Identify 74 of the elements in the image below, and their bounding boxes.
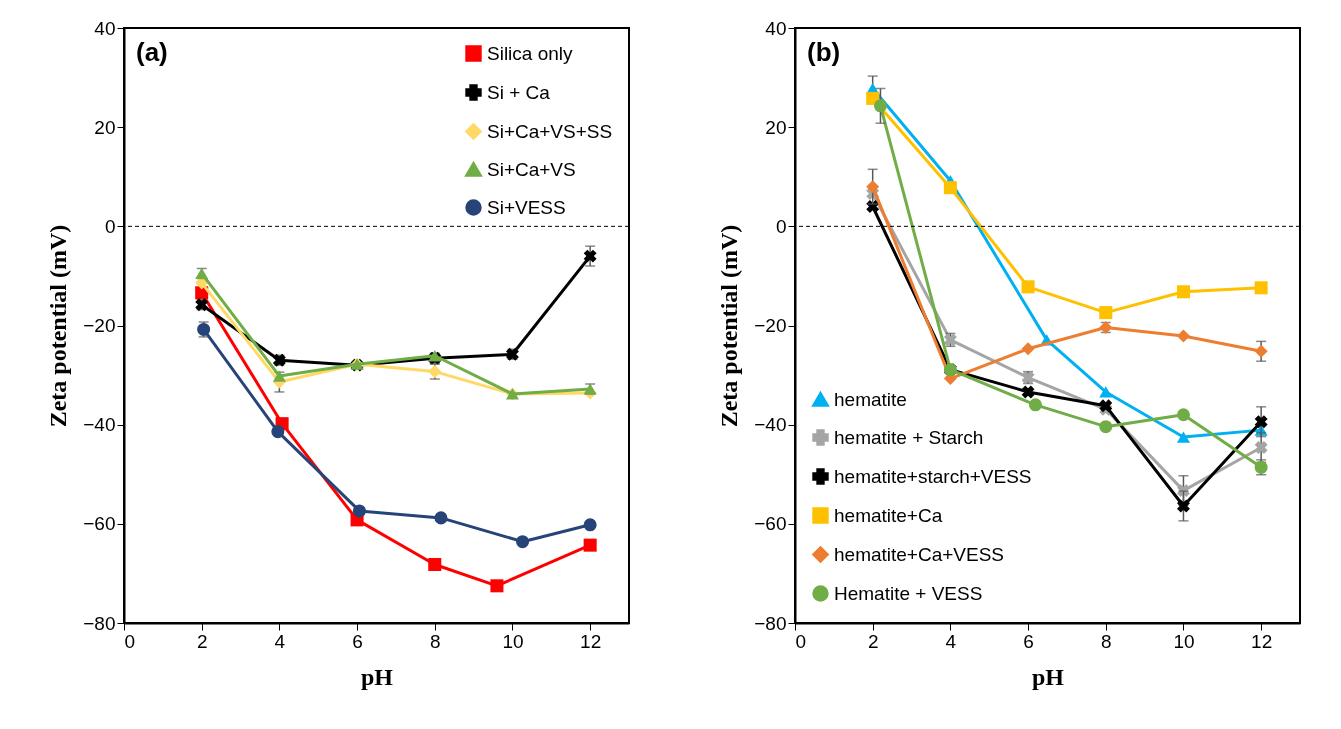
y-tick-label: 40	[94, 17, 116, 39]
legend-label: hematite+Ca	[834, 504, 943, 526]
point	[1176, 431, 1190, 443]
x-tick-label: 0	[795, 630, 807, 652]
x-tick-label: 6	[352, 630, 363, 652]
x-tick-label: 12	[1251, 630, 1273, 652]
legend-label: Silica only	[487, 42, 574, 64]
point	[1021, 385, 1035, 399]
chart-title: (a)	[136, 37, 168, 67]
point	[1099, 306, 1113, 320]
y-tick-label: 0	[104, 215, 116, 237]
point	[583, 518, 597, 532]
legend-label: hematite	[834, 388, 907, 410]
point	[1176, 285, 1190, 299]
y-tick-label: −20	[83, 315, 116, 336]
x-axis-title: pH	[1031, 663, 1065, 690]
x-tick-label: 4	[274, 630, 286, 652]
legend-label: hematite + Starch	[834, 426, 984, 448]
chart-title: (b)	[807, 37, 841, 67]
y-tick-label: −60	[83, 513, 116, 535]
point	[1099, 420, 1113, 434]
x-tick-label: 8	[1100, 630, 1112, 652]
point	[1021, 342, 1035, 356]
x-tick-label: 2	[867, 630, 879, 652]
point	[1254, 344, 1268, 358]
point	[1028, 398, 1042, 412]
y-tick-label: 20	[765, 116, 787, 138]
point	[434, 511, 448, 525]
y-tick-label: −60	[754, 513, 787, 535]
x-tick-label: 0	[124, 630, 136, 652]
y-tick-label: −40	[83, 414, 116, 436]
x-tick-label: 8	[429, 630, 441, 652]
point	[1021, 280, 1035, 294]
x-tick-label: 10	[502, 630, 524, 652]
legend-label: hematite+Ca+VESS	[834, 543, 1005, 565]
point	[583, 538, 597, 552]
point	[516, 535, 530, 549]
x-axis-title: pH	[360, 663, 394, 690]
point	[1254, 441, 1268, 454]
point	[490, 579, 504, 593]
point	[428, 557, 442, 572]
point	[583, 249, 597, 263]
point	[943, 181, 957, 195]
legend-label: Si + Ca	[487, 81, 551, 103]
y-tick-label: −20	[754, 315, 787, 336]
y-tick-label: −80	[83, 612, 116, 634]
legend-label: Si+Ca+VS+SS	[487, 120, 613, 142]
point	[1099, 386, 1113, 398]
point	[1177, 499, 1190, 513]
y-tick-label: 20	[94, 116, 116, 138]
x-tick-label: 2	[196, 630, 208, 652]
point	[272, 370, 286, 382]
y-axis-title: Zeta potential (mV)	[716, 224, 743, 428]
x-tick-label: 4	[945, 630, 957, 652]
y-axis-title: Zeta potential (mV)	[45, 224, 72, 428]
point	[352, 504, 366, 518]
legend-label: hematite+starch+VESS	[834, 465, 1032, 487]
point	[1254, 415, 1268, 429]
y-tick-label: −80	[754, 612, 787, 634]
point	[1176, 408, 1190, 422]
y-tick-label: 40	[765, 17, 787, 39]
point	[271, 425, 285, 439]
point	[1176, 329, 1190, 343]
y-tick-label: −40	[754, 414, 787, 436]
point	[866, 180, 880, 194]
x-tick-label: 10	[1173, 630, 1195, 652]
point	[873, 99, 887, 113]
point	[1254, 281, 1268, 295]
legend-label: Si+Ca+VS	[487, 158, 576, 180]
x-tick-label: 6	[1023, 630, 1034, 652]
y-tick-label: 0	[775, 215, 787, 237]
legend-label: Si+VESS	[487, 196, 566, 218]
x-tick-label: 12	[580, 630, 602, 652]
legend-label: Hematite + VESS	[834, 582, 983, 604]
